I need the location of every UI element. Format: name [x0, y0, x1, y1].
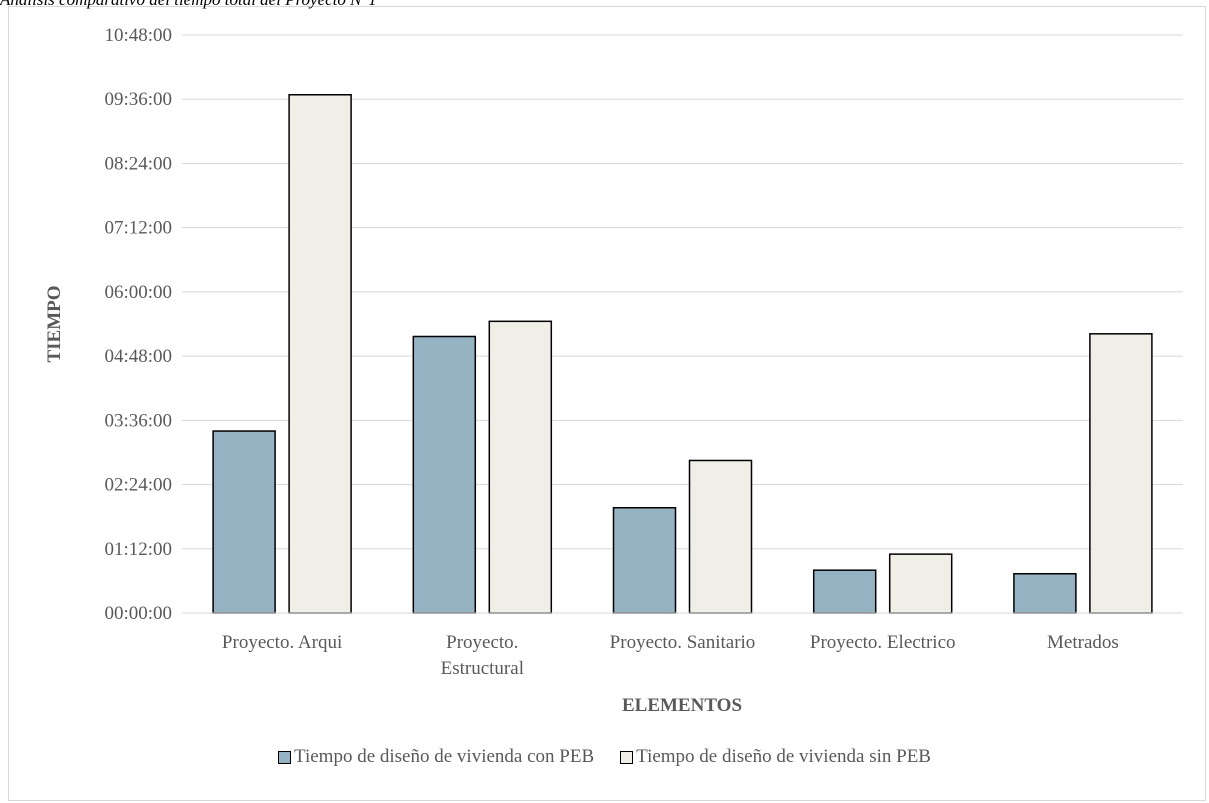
y-tick-label: 10:48:00	[104, 25, 172, 46]
x-category-label: Proyecto. Arqui	[222, 632, 342, 653]
y-tick-label: 01:12:00	[104, 539, 172, 560]
legend: Tiempo de diseño de vivienda con PEB Tie…	[0, 746, 1209, 768]
y-axis-title: TIEMPO	[44, 285, 65, 362]
bar-sin-peb	[488, 320, 553, 614]
bar-sin-peb	[888, 553, 953, 614]
x-category-label: Estructural	[441, 658, 524, 679]
bar-sin-peb	[688, 459, 753, 614]
y-tick-label: 09:36:00	[104, 89, 172, 110]
bar-con-peb	[812, 569, 877, 614]
legend-item-sin-peb: Tiempo de diseño de vivienda sin PEB	[620, 746, 931, 768]
legend-label: Tiempo de diseño de vivienda sin PEB	[636, 746, 931, 767]
y-tick-label: 03:36:00	[104, 410, 172, 431]
y-tick-label: 07:12:00	[104, 218, 172, 239]
y-axis-ticks: 00:00:00 01:12:00 02:24:00 03:36:00 04:48:00…	[104, 25, 172, 624]
y-tick-label: 02:24:00	[104, 475, 172, 496]
x-axis-title: ELEMENTOS	[622, 695, 742, 716]
bar-con-peb	[612, 506, 677, 614]
bar-con-peb	[1013, 573, 1077, 614]
x-category-label: Metrados	[1047, 632, 1119, 653]
bar-sin-peb	[1089, 333, 1153, 614]
bar-con-peb	[212, 430, 276, 614]
x-category-label: Proyecto.	[446, 632, 518, 653]
legend-label: Tiempo de diseño de vivienda con PEB	[294, 746, 595, 767]
bar-con-peb	[412, 335, 477, 614]
y-tick-label: 00:00:00	[104, 603, 172, 624]
bar-sin-peb	[288, 94, 352, 614]
chart-caption: Análisis comparativo del tiempo total de…	[0, 0, 377, 9]
legend-swatch	[620, 750, 634, 764]
legend-swatch	[278, 750, 292, 764]
x-axis-categories: Proyecto. Arqui Proyecto. Estructural Proye…	[222, 632, 1119, 679]
y-tick-label: 08:24:00	[104, 153, 172, 174]
y-tick-label: 06:00:00	[104, 282, 172, 303]
legend-item-con-peb: Tiempo de diseño de vivienda con PEB	[278, 746, 594, 768]
y-tick-label: 04:48:00	[104, 346, 172, 367]
bars	[212, 94, 1153, 614]
x-category-label: Proyecto. Sanitario	[610, 632, 756, 653]
x-category-label: Proyecto. Electrico	[810, 632, 956, 653]
chart-frame	[8, 6, 1206, 801]
